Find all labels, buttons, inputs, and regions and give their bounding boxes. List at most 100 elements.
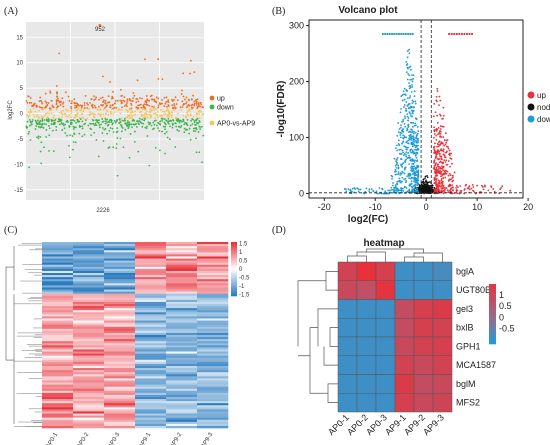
panel-b-point-nodiff: [426, 175, 428, 177]
panel-a-point-down: [113, 120, 116, 122]
panel-a-point-up: [130, 102, 133, 105]
panel-c-cell: [166, 374, 198, 377]
panel-c-cell: [135, 349, 167, 352]
panel-b-point-up: [443, 186, 445, 189]
panel-b-point-down: [402, 90, 405, 93]
panel-c-cell: [73, 413, 105, 416]
panel-b-point-down: [351, 190, 353, 193]
panel-a-point-down: [158, 129, 161, 132]
panel-a-point-up: [193, 71, 196, 74]
panel-a-point-up: [93, 99, 95, 101]
panel-a-point-down: [198, 121, 201, 123]
panel-c-cell: [42, 275, 74, 278]
panel-a-point-down: [37, 137, 40, 140]
panel-a-point-up: [189, 59, 192, 62]
panel-a-point-down: [165, 119, 168, 122]
panel-c-cell: [73, 289, 105, 292]
panel-a-point-down: [195, 127, 198, 129]
panel-c-cell: [166, 368, 198, 371]
panel-c-cell: [166, 372, 198, 375]
panel-c-cell: [166, 250, 198, 253]
panel-d-colorbar-step: [489, 291, 496, 294]
panel-b-point-nodiff: [422, 184, 424, 187]
panel-b-point-down: [387, 189, 390, 192]
panel-d-cell: [337, 336, 358, 356]
panel-b-point-up: [444, 143, 447, 146]
panel-b-point-down: [407, 175, 410, 177]
panel-a-point-down: [168, 138, 171, 141]
panel-a-point-ns: [120, 117, 122, 120]
panel-c-colorbar-step: [231, 279, 237, 282]
panel-b-point-down: [407, 73, 410, 75]
panel-c-cell: [197, 425, 229, 429]
panel-b-point-down: [397, 131, 400, 133]
panel-a-point-up: [107, 95, 110, 98]
panel-c-cell: [104, 256, 136, 259]
panel-c-colorbar-tick: 1: [239, 250, 243, 256]
panel-a-point-down: [161, 130, 163, 133]
panel-a-point-down: [28, 118, 31, 121]
panel-c-cell: [104, 421, 136, 425]
panel-b-point-down: [397, 164, 400, 167]
panel-c-colorbar-step: [231, 287, 237, 290]
panel-b-point-up: [433, 178, 436, 181]
panel-b-point-down: [410, 91, 413, 93]
panel-b-point-up: [443, 139, 446, 141]
panel-a-y-tick-label: 15: [16, 35, 23, 41]
panel-a-point-ns: [125, 108, 128, 111]
panel-c-cell: [42, 368, 74, 371]
panel-a-point-ns: [186, 113, 189, 115]
panel-c-cell: [166, 260, 198, 263]
panel-b-point-down: [356, 187, 359, 190]
panel-c-cell: [104, 372, 136, 375]
panel-b-point-up: [437, 183, 439, 186]
panel-c-cell: [135, 337, 167, 340]
panel-a-point-up: [49, 107, 52, 110]
panel-c-cell: [135, 353, 167, 356]
panel-a-point-down: [28, 130, 30, 133]
panel-a-point-down: [66, 119, 69, 122]
panel-c-cell: [42, 370, 74, 373]
panel-c-cell: [197, 283, 229, 286]
panel-c-colorbar-step: [231, 263, 237, 266]
panel-a-point-ns: [141, 108, 144, 111]
panel-a-point-ns: [46, 112, 49, 115]
panel-a-point-up: [73, 98, 76, 101]
panel-b-point-down: [406, 50, 409, 52]
panel-a-point-up: [40, 106, 42, 109]
panel-a-point-up: [38, 106, 41, 108]
panel-b-x-axis-label: log2(FC): [348, 214, 389, 225]
panel-c-cell: [73, 355, 105, 359]
panel-a-point-ns: [117, 108, 120, 110]
panel-a-point-up: [148, 99, 151, 102]
panel-b-point-down: [413, 171, 416, 174]
panel-a-point-up: [145, 95, 148, 97]
panel-c-cell: [73, 275, 105, 278]
panel-a-point-down: [101, 127, 104, 129]
panel-d-row-label: bglA: [456, 266, 474, 276]
panel-a-point-ns: [166, 114, 169, 116]
panel-b-point-up: [448, 172, 451, 175]
panel-a-point-ns: [176, 112, 179, 115]
panel-b-y-axis-label: -log10(FDR): [276, 81, 287, 138]
panel-c-cell: [73, 254, 105, 257]
panel-b-y-tick-label: 300: [289, 21, 304, 31]
panel-a-point-down: [74, 126, 77, 129]
panel-c-cell: [104, 275, 136, 278]
panel-c-cell: [135, 295, 167, 299]
panel-b-point-up: [483, 184, 486, 187]
panel-a-point-down: [178, 130, 180, 132]
panel-a-point-up: [197, 105, 200, 108]
panel-a-point-up: [74, 104, 76, 107]
panel-b-point-up: [484, 185, 486, 188]
panel-c-colorbar-step: [231, 251, 237, 254]
panel-a-point-up: [101, 96, 104, 99]
panel-a-point-up: [27, 95, 30, 98]
panel-a-point-down: [128, 124, 131, 127]
panel-b-point-down: [403, 115, 406, 118]
panel-b-point-up: [439, 153, 441, 155]
panel-c-cell: [104, 306, 136, 309]
panel-a-point-down: [48, 127, 51, 130]
panel-b-point-down: [396, 183, 399, 186]
panel-b-point-down: [410, 151, 413, 154]
